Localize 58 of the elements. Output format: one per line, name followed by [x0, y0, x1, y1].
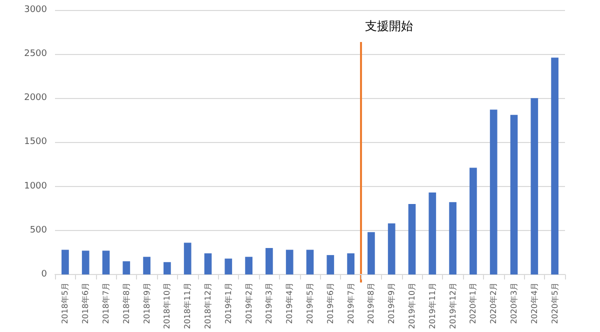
- x-tick-label: 2019年12月: [448, 282, 458, 330]
- y-tick-label: 3000: [24, 5, 48, 15]
- x-tick-label: 2020年1月: [468, 282, 478, 324]
- x-tick-label: 2019年5月: [306, 282, 314, 324]
- x-tick-label: 2019年11月: [428, 282, 437, 330]
- x-tick-label: 2018年11月: [183, 282, 192, 330]
- x-tick-label: 2019年8月: [366, 282, 376, 324]
- y-tick-label: 1000: [24, 181, 48, 192]
- x-tick-label: 2019年6月: [326, 282, 335, 324]
- x-tick-label: 2020年4月: [530, 282, 539, 324]
- y-tick-label: 0: [41, 269, 48, 280]
- bar: [143, 256, 150, 274]
- bar: [286, 250, 294, 274]
- x-tick-label: 2020年2月: [489, 282, 498, 324]
- x-tick-label: 2019年7月: [346, 282, 356, 324]
- x-tick-label: 2020年3月: [510, 282, 518, 324]
- bar: [490, 110, 498, 274]
- bar: [184, 242, 192, 274]
- bar: [530, 98, 538, 274]
- x-tick-label: 2018年5月: [60, 282, 70, 324]
- x-tick-label: 2018年10月: [162, 282, 172, 330]
- bar: [102, 250, 110, 274]
- x-tick-label: 2018年12月: [204, 282, 212, 330]
- x-tick-label: 2019年9月: [387, 282, 396, 324]
- bar: [122, 261, 130, 274]
- y-tick-label: 2500: [24, 49, 48, 60]
- bar: [62, 250, 69, 274]
- x-tick-label: 2019年2月: [244, 282, 254, 324]
- x-tick-label: 2019年10月: [408, 282, 416, 330]
- bar: [266, 248, 273, 274]
- bar: [204, 253, 212, 274]
- x-tick-label: 2020年5月: [550, 282, 560, 324]
- bar: [510, 114, 518, 274]
- x-tick-label: 2019年3月: [264, 282, 274, 324]
- bar: [368, 232, 375, 274]
- bar: [224, 258, 232, 274]
- x-tick-label: 2019年4月: [285, 282, 294, 324]
- bar: [326, 255, 334, 274]
- bar: [306, 250, 314, 274]
- ref-line-label: 支援開始: [365, 19, 413, 33]
- x-tick-label: 2018年6月: [81, 282, 90, 324]
- bar: [82, 250, 90, 274]
- bar: [470, 168, 477, 274]
- x-tick-label: 2019年1月: [224, 282, 233, 324]
- y-tick-label: 2000: [24, 93, 48, 104]
- bar: [449, 202, 456, 274]
- bar: [388, 223, 396, 274]
- x-tick-label: 2018年8月: [122, 282, 131, 324]
- x-tick-label: 2018年9月: [142, 282, 152, 324]
- bar: [551, 58, 558, 274]
- bar: [164, 262, 171, 274]
- bar: [408, 204, 416, 274]
- y-tick-label: 500: [30, 225, 48, 236]
- x-tick-label: 2018年7月: [102, 282, 110, 324]
- y-tick-label: 1500: [24, 137, 48, 148]
- bar: [428, 192, 436, 274]
- bar: [347, 253, 354, 274]
- bar: [245, 256, 252, 274]
